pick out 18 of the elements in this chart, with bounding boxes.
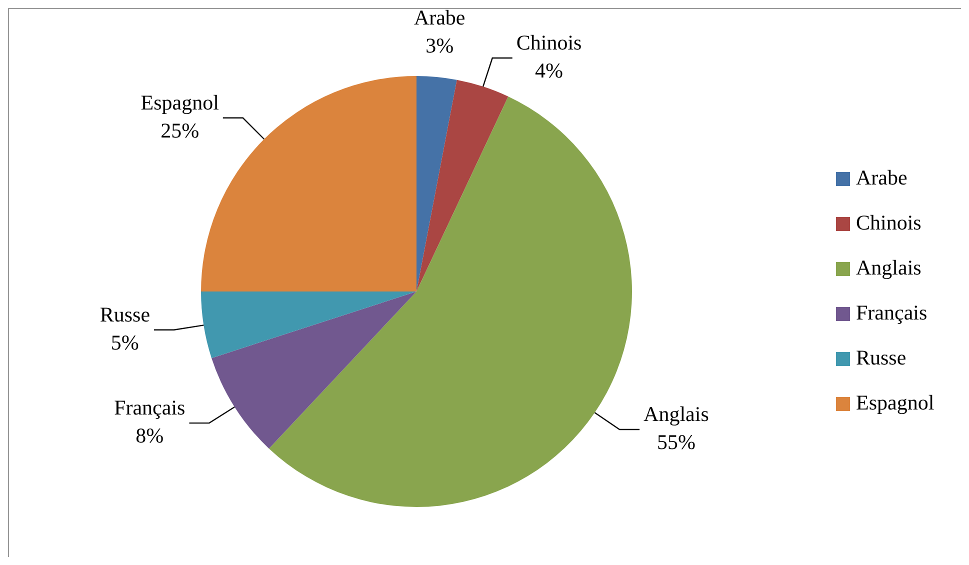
data-label: 55% <box>656 430 696 454</box>
data-label: 3% <box>426 34 454 58</box>
legend-label: Russe <box>856 346 906 370</box>
slice-label: Espagnol <box>140 90 220 114</box>
legend-label: Anglais <box>856 256 922 280</box>
legend-label: Arabe <box>856 166 908 190</box>
slice-label: Chinois <box>516 30 582 55</box>
data-label: 25% <box>160 118 200 142</box>
legend-label: Chinois <box>856 210 922 235</box>
slice-label: Russe <box>100 302 150 326</box>
data-label: 5% <box>110 330 139 354</box>
slice-label: Arabe <box>414 6 466 30</box>
data-label: 4% <box>535 58 564 83</box>
slice-label: Français <box>114 396 186 420</box>
legend-label: Français <box>856 300 928 325</box>
data-label: 8% <box>136 424 164 448</box>
slice-label: Anglais <box>644 402 709 426</box>
legend-label: Espagnol <box>856 390 934 415</box>
